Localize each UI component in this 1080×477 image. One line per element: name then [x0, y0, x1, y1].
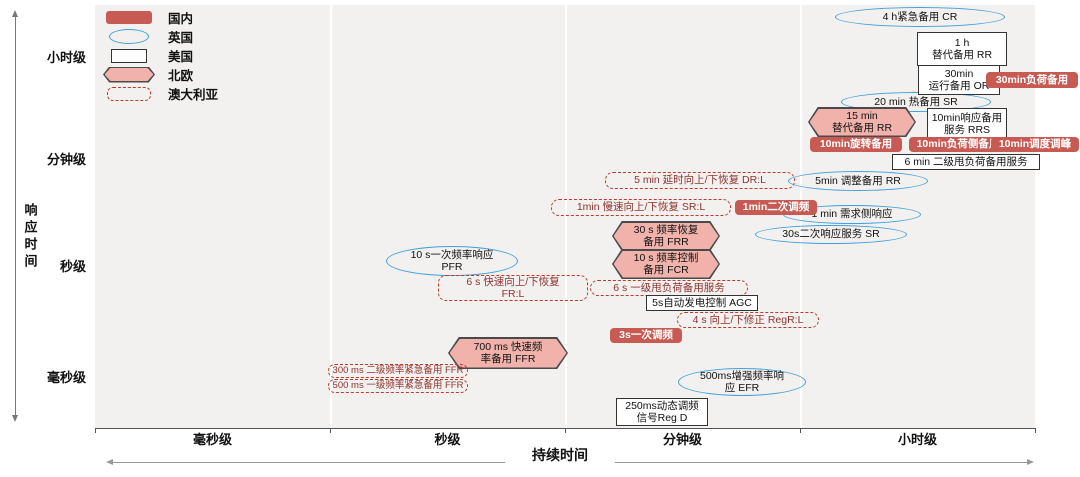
legend-item-nordic: 北欧	[100, 65, 218, 84]
node-fr-l-6s: 6 s 快速向上/下恢复 FR:L	[438, 275, 588, 301]
x-tick-millisecond: 毫秒级	[192, 432, 232, 447]
node-efr-500ms: 500ms增强频率响 应 EFR	[678, 368, 806, 396]
legend-label-domestic: 国内	[168, 12, 194, 26]
node-reg-rl-4s: 4 s 向上/下修正 RegR:L	[677, 312, 819, 328]
node-dispatch-peak-10min: 10min调度调峰	[991, 137, 1079, 152]
node-fcr-10s: 10 s 频率控制 备用 FCR	[612, 249, 720, 279]
node-frr-30s-label: 30 s 频率恢复 备用 FRR	[613, 222, 719, 250]
legend-label-nordic: 北欧	[168, 69, 194, 83]
y-tick-millisecond: 毫秒级	[46, 370, 86, 385]
x-tickmark	[800, 428, 801, 433]
node-pfr-10s: 10 s一次频率响应 PFR	[386, 246, 518, 276]
legend-swatch-australia	[100, 86, 158, 101]
legend-label-us: 美国	[168, 50, 194, 64]
node-secondary-freq-reg-1min: 1min二次调频	[735, 200, 817, 215]
legend-item-australia: 澳大利亚	[100, 84, 218, 103]
x-tickmark	[1035, 428, 1036, 433]
filled-rect-icon	[106, 11, 152, 24]
legend-swatch-uk	[100, 29, 158, 44]
node-load-reserve-30min: 30min负荷备用	[986, 72, 1078, 88]
legend-label-uk: 英国	[168, 31, 194, 45]
node-rrs-10min: 10min响应备用服务 RRS	[927, 108, 1007, 140]
node-rr-5min: 5min 调整备用 RR	[788, 171, 928, 191]
y-tick-second: 秒级	[59, 259, 86, 274]
x-tickmark	[95, 428, 96, 433]
node-ffr-secondary-300ms: 300 ms 二级频率紧急备用 FFR	[328, 364, 468, 378]
node-regd-250ms: 250ms动态调频 信号Reg D	[616, 398, 708, 426]
ellipse-outline-icon	[109, 29, 149, 44]
x-tick-minute: 分钟级	[662, 432, 702, 447]
legend-item-us: 美国	[100, 46, 218, 65]
node-rr-15min-label: 15 min 替代备用 RR	[809, 108, 915, 136]
node-spinning-reserve-10min: 10min旋转备用	[810, 137, 902, 152]
node-ffr-primary-500ms: 500 ms 一级频率紧急备用 FFR	[328, 379, 468, 393]
node-agc-5s: 5s自动发电控制 AGC	[646, 295, 758, 311]
node-load-side-reserve-10min: 10min负荷侧备用	[909, 137, 1007, 152]
node-load-shed-secondary-6min: 6 min 二级甩负荷备用服务	[892, 154, 1040, 170]
dashed-rect-icon	[107, 86, 151, 101]
x-tickmark	[330, 428, 331, 433]
node-cr-4h: 4 h紧急备用 CR	[835, 7, 1005, 27]
node-rr-1h: 1 h 替代备用 RR	[917, 32, 1007, 66]
y-axis-title: 响应时间	[22, 203, 38, 271]
x-axis-title: 持续时间	[505, 447, 615, 464]
legend-item-uk: 英国	[100, 27, 218, 46]
node-frr-30s: 30 s 频率恢复 备用 FRR	[612, 221, 720, 251]
x-tick-hour: 小时级	[897, 432, 937, 447]
legend-swatch-domestic	[100, 11, 158, 24]
legend-item-domestic: 国内	[100, 8, 218, 27]
x-tickmark	[565, 428, 566, 433]
hexagon-icon	[103, 66, 155, 83]
x-tick-second: 秒级	[434, 432, 461, 447]
node-sr-l-1min: 1min 慢速向上/下恢复 SR:L	[551, 199, 731, 216]
node-primary-freq-reg-3s: 3s一次调频	[610, 328, 682, 343]
node-sr-30s: 30s二次响应服务 SR	[755, 225, 907, 244]
node-ffr-700ms: 700 ms 快速频 率备用 FFR	[448, 337, 568, 369]
legend: 国内 英国 美国 北欧 澳大利亚	[100, 8, 218, 103]
node-ffr-700ms-label: 700 ms 快速频 率备用 FFR	[449, 338, 567, 368]
column-separator	[330, 5, 332, 428]
node-load-shed-primary-6s: 6 s 一级甩负荷备用服务	[590, 280, 748, 296]
legend-swatch-us	[100, 48, 158, 63]
column-separator	[565, 5, 567, 428]
node-fcr-10s-label: 10 s 频率控制 备用 FCR	[613, 250, 719, 278]
node-dr-l-5min: 5 min 延时向上/下恢复 DR:L	[605, 172, 795, 189]
legend-label-australia: 澳大利亚	[168, 88, 219, 102]
rect-outline-icon	[111, 48, 147, 63]
y-axis-arrow	[12, 10, 18, 422]
node-rr-15min: 15 min 替代备用 RR	[808, 107, 916, 137]
y-tick-hour: 小时级	[46, 50, 86, 65]
y-tick-minute: 分钟级	[46, 152, 86, 167]
node-sr-20min: 20 min 热备用 SR	[841, 92, 991, 112]
legend-swatch-nordic	[100, 66, 158, 83]
